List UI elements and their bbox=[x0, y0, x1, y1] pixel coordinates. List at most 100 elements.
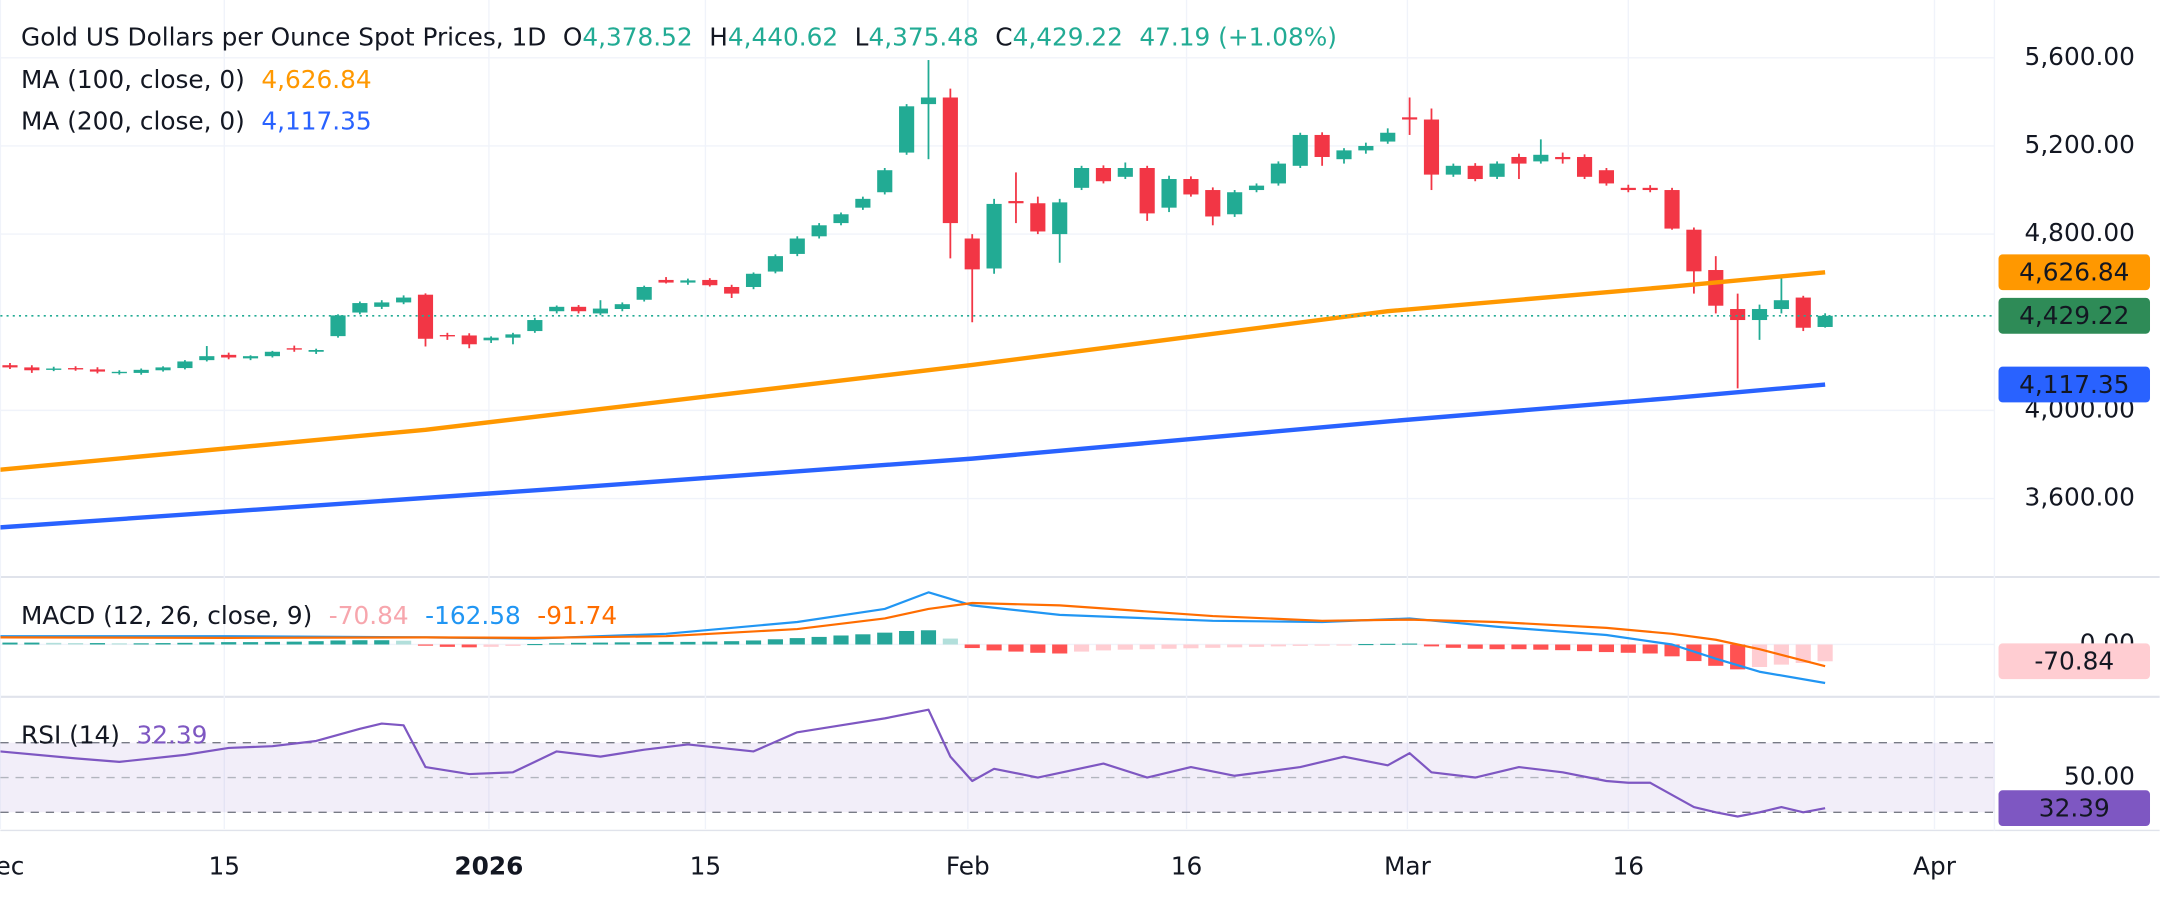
candle-body bbox=[155, 367, 171, 371]
candle-body bbox=[1445, 165, 1461, 175]
histogram-bar bbox=[1708, 644, 1724, 666]
histogram-bar bbox=[1423, 644, 1440, 647]
candle-body bbox=[571, 306, 587, 312]
candle-body bbox=[1008, 201, 1024, 204]
candle-body bbox=[1183, 179, 1199, 195]
series-line bbox=[0, 708, 1826, 818]
candle-body bbox=[417, 294, 434, 339]
histogram-bar bbox=[855, 634, 871, 645]
candle-body bbox=[352, 303, 368, 313]
candle-body bbox=[811, 225, 827, 237]
price-tag-box bbox=[1998, 643, 2151, 680]
histogram-bar bbox=[1052, 644, 1068, 654]
candle-body bbox=[2, 365, 18, 368]
histogram-bar bbox=[1314, 644, 1330, 646]
candle-body bbox=[1117, 168, 1133, 177]
x-tick-label: Apr bbox=[1913, 852, 1957, 881]
candle-body bbox=[1708, 270, 1724, 306]
histogram-bar bbox=[155, 643, 171, 645]
candle-body bbox=[286, 348, 302, 350]
candle-body bbox=[877, 170, 893, 193]
y-tick-label: 5,200.00 bbox=[2025, 130, 2135, 159]
histogram-bar bbox=[286, 641, 302, 645]
candle-body bbox=[702, 279, 718, 286]
ohlc-key: H bbox=[709, 23, 728, 52]
candle-body bbox=[745, 273, 762, 287]
y-tick-label: 3,600.00 bbox=[2025, 483, 2135, 512]
histogram-bar bbox=[1358, 644, 1374, 646]
indicator-legend: MACD (12, 26, close, 9) -70.84 -162.58 -91.… bbox=[21, 601, 617, 630]
ohlc-key: L bbox=[855, 23, 869, 52]
candle-body bbox=[1030, 203, 1046, 232]
chart-header: Gold US Dollars per Ounce Spot Prices, 1… bbox=[21, 23, 1337, 52]
candle-body bbox=[505, 334, 521, 338]
change-label: 47.19 (+1.08%) bbox=[1139, 23, 1337, 52]
y-tick-label: 4,800.00 bbox=[2025, 218, 2135, 247]
histogram-bar bbox=[199, 642, 215, 645]
histogram-bar bbox=[811, 636, 827, 645]
histogram-bar bbox=[308, 641, 324, 645]
price-tag-label: 4,117.35 bbox=[2019, 370, 2129, 399]
candle-body bbox=[374, 302, 390, 307]
legend-value: -91.74 bbox=[537, 601, 617, 630]
candle-body bbox=[1095, 168, 1112, 182]
candle-body bbox=[1817, 315, 1833, 327]
histogram-bar bbox=[505, 644, 521, 646]
candle-body bbox=[1576, 156, 1593, 177]
histogram-bar bbox=[111, 643, 127, 645]
histogram-bar bbox=[899, 630, 915, 645]
candle-body bbox=[855, 198, 871, 208]
histogram-bar bbox=[789, 638, 805, 645]
candle-body bbox=[964, 238, 980, 270]
histogram-bar bbox=[877, 632, 893, 645]
histogram-bar bbox=[1205, 644, 1221, 648]
candle-body bbox=[1489, 163, 1505, 177]
indicator-legend: RSI (14) 32.39 bbox=[21, 721, 207, 750]
x-tick-label: Mar bbox=[1384, 852, 1432, 881]
candle-body bbox=[789, 238, 805, 254]
ohlc-value: 4,440.62 bbox=[728, 23, 838, 52]
x-tick-label: Dec bbox=[0, 852, 24, 881]
histogram-bar bbox=[46, 642, 62, 645]
histogram-bar bbox=[1642, 644, 1658, 654]
candle-body bbox=[833, 214, 849, 224]
histogram-bar bbox=[483, 644, 499, 647]
histogram-bar bbox=[1095, 644, 1112, 651]
histogram-bar bbox=[1402, 643, 1418, 645]
histogram-bar bbox=[942, 638, 958, 645]
candle-body bbox=[242, 356, 259, 359]
legend-name: MA (200, close, 0) bbox=[21, 107, 245, 136]
candle-body bbox=[46, 368, 62, 370]
grid-layer bbox=[0, 0, 1995, 830]
histogram-bar bbox=[89, 643, 106, 645]
price-tag-label: 4,429.22 bbox=[2019, 301, 2129, 330]
histogram-bar bbox=[1576, 644, 1593, 652]
candle-body bbox=[1555, 156, 1571, 160]
x-tick-label: Feb bbox=[946, 852, 990, 881]
candle-body bbox=[527, 320, 543, 332]
histogram-bar bbox=[767, 639, 783, 645]
price-tag: 4,429.22 bbox=[1998, 297, 2151, 334]
histogram-bar bbox=[1270, 644, 1286, 647]
histogram-bar bbox=[177, 642, 193, 645]
histogram-bar bbox=[1686, 644, 1702, 662]
histogram-bar bbox=[1795, 644, 1811, 663]
histogram-bar bbox=[264, 641, 280, 645]
histogram-bar bbox=[1139, 644, 1155, 650]
candle-body bbox=[899, 106, 915, 153]
price-tag-label: 4,626.84 bbox=[2019, 258, 2129, 287]
candle-body bbox=[1205, 190, 1221, 217]
candle-body bbox=[1336, 150, 1352, 160]
candle-body bbox=[767, 256, 783, 272]
candle-body bbox=[330, 315, 346, 337]
candle-body bbox=[461, 335, 477, 345]
ohlc-key: C bbox=[995, 23, 1012, 52]
histogram-bar bbox=[2, 642, 18, 645]
candle-body bbox=[1686, 229, 1702, 272]
histogram-bar bbox=[833, 635, 849, 645]
x-tick-label: 15 bbox=[209, 852, 241, 881]
candle-body bbox=[1620, 187, 1636, 191]
candle-body bbox=[1730, 309, 1746, 321]
